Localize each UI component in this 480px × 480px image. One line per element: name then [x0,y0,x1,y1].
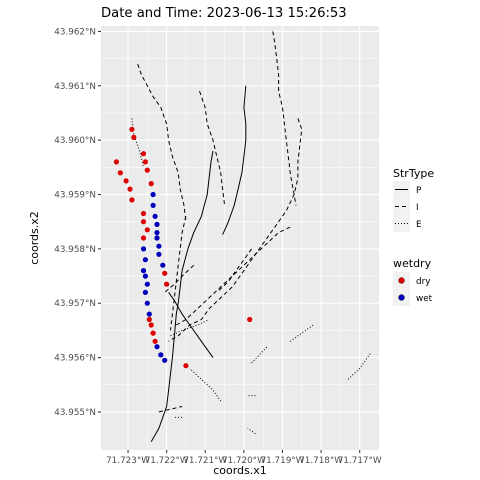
legend-label-dry: dry [416,277,430,287]
legend-strtype-title: StrType [393,167,434,180]
legend-key-e: E [393,215,422,232]
chart-title: Date and Time: 2023-06-13 15:26:53 [101,6,347,21]
stream-line-p [150,150,214,443]
sample-point-dry [164,281,170,287]
y-tick-label: 43.956°N [54,354,96,364]
y-tick-label: 43.959°N [54,191,96,201]
sample-point-dry [152,338,158,344]
x-tick-label: 71.719°W [261,456,305,466]
stream-line-i [168,118,303,342]
sample-point-dry [144,227,150,233]
sample-point-dry [144,167,150,173]
sample-point-wet [150,191,156,198]
stream-line-i [176,226,291,326]
legend-label-wet: wet [416,294,433,304]
legend-key-p: P [393,181,421,198]
sample-point-dry [183,363,189,369]
stream-line-e [347,351,372,380]
y-tick-label: 43.958°N [54,245,96,255]
x-tick-label: 71.717°W [338,456,382,466]
legend-dot-wet [398,294,405,301]
stream-line-e [189,368,222,402]
sample-point-wet [152,213,158,219]
sample-point-dry [140,151,147,157]
stream-line-i [272,31,297,206]
sample-point-wet [154,235,160,241]
legend-label-p: P [416,186,421,196]
stream-lines [131,31,372,443]
y-axis-ticks: 43.955°N 43.956°N 43.957°N 43.958°N 43.959°N… [54,27,101,418]
y-tick-label: 43.962°N [54,27,96,37]
sample-point-wet [144,300,150,306]
sample-point-wet [162,357,168,363]
y-tick-label: 43.955°N [54,408,96,418]
x-tick-label: 71.720°W [222,456,266,466]
stream-line-i [216,248,253,293]
stream-line-e [251,346,268,364]
x-tick-label: 71.718°W [299,456,343,466]
sample-point-dry [150,330,156,336]
stream-line-i [137,63,187,222]
x-tick-label: 71.721°W [183,456,227,466]
stream-line-p [222,85,247,235]
sample-point-wet [144,281,150,287]
legend-key-i: I [393,198,419,215]
x-tick-label: 71.723°W [106,456,150,466]
sample-point-dry [129,197,135,203]
y-tick-label: 43.957°N [54,299,96,309]
sample-point-wet [146,311,152,317]
sample-point-dry [131,134,137,140]
sample-point-dry [148,181,154,187]
sample-point-dry [148,322,154,328]
sample-point-dry [129,126,135,132]
legend-key-dry: dry [393,272,430,289]
sample-points [113,126,253,369]
y-tick-label: 43.961°N [54,82,96,92]
sample-point-wet [156,243,162,249]
sample-point-dry [140,235,147,241]
sample-point-dry [113,159,119,165]
sample-point-dry [247,316,253,323]
x-axis-ticks: 71.723°W71.722°W71.721°W71.720°W71.719°W… [106,450,382,466]
sample-point-dry [123,178,129,184]
legend-strtype: StrType P I E [393,167,434,232]
sample-point-dry [162,270,168,276]
stream-line-i [164,264,195,293]
sample-point-wet [142,257,148,263]
sample-point-wet [154,230,160,236]
sample-point-dry [146,316,152,323]
sample-point-wet [140,246,147,252]
sample-point-wet [140,268,147,274]
legend-key-wet: wet [393,289,433,306]
sample-point-dry [117,170,123,176]
sample-point-wet [142,289,148,295]
stream-line-i [158,406,183,413]
sample-point-wet [154,344,160,350]
sample-point-wet [150,202,156,208]
sample-point-wet [156,251,162,257]
sample-point-wet [154,221,160,227]
y-tick-label: 43.960°N [54,136,96,146]
sample-point-wet [160,262,166,268]
sample-point-wet [142,273,148,279]
legend-key-bg [393,198,410,215]
legend-label-e: E [416,220,422,230]
legend-label-i: I [416,203,419,213]
sample-point-dry [140,219,147,225]
x-axis-title: coords.x1 [213,464,267,477]
legend-dot-dry [398,277,405,284]
sample-point-dry [127,186,133,192]
stream-line-e [170,319,210,337]
stream-line-i [199,91,226,206]
sample-point-dry [142,159,148,165]
legend-wetdry-title: wetdry [393,257,432,270]
y-axis-title: coords.x2 [28,211,41,265]
legend-wetdry: wetdry dry wet [393,257,433,306]
sample-point-dry [140,210,147,217]
x-tick-label: 71.722°W [145,456,189,466]
sample-point-wet [158,352,164,358]
stream-line-i [170,216,187,331]
stream-line-e [131,118,144,168]
